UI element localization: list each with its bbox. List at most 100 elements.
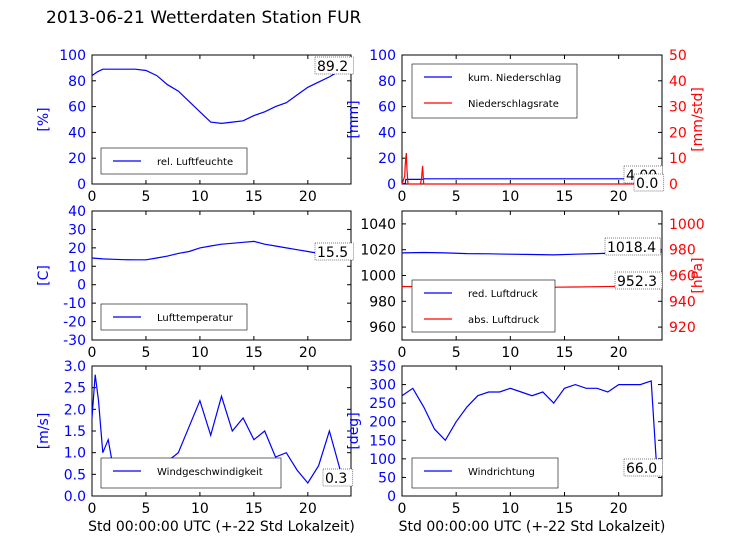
plot-frame <box>401 365 663 497</box>
y-tick-label: 960 <box>369 320 396 336</box>
legend-label: Niederschlagsrate <box>468 99 559 110</box>
x-tick-label: 5 <box>141 501 150 517</box>
y-tick-label: 40 <box>68 125 86 141</box>
x-tick-label: 10 <box>501 345 519 361</box>
y-tick-label: 40 <box>378 125 396 141</box>
x-tick-label: 15 <box>556 501 574 517</box>
x-tick-label: 10 <box>501 501 519 517</box>
series-line <box>91 68 352 125</box>
y-tick-label-right: 10 <box>669 151 687 167</box>
x-tick-label: 10 <box>501 189 519 205</box>
y-tick-label: 1000 <box>360 269 396 285</box>
x-tick-label: 5 <box>452 501 461 517</box>
y-tick-label: 250 <box>369 396 396 412</box>
y-tick-label: 100 <box>59 48 86 64</box>
chart-title: 2013-06-21 Wetterdaten Station FUR <box>46 8 362 28</box>
y-tick-label-right: 50 <box>669 48 687 64</box>
y-tick-label: 40 <box>68 204 86 220</box>
x-tick-label: 15 <box>245 345 263 361</box>
y-tick-label: 20 <box>68 241 86 257</box>
series-line <box>91 240 351 261</box>
value-label: 952.3 <box>617 274 657 290</box>
y-tick-label: 80 <box>378 74 396 90</box>
value-label: 15.5 <box>317 245 348 261</box>
legend-label: kum. Niederschlag <box>468 73 561 84</box>
y-tick-label: 100 <box>369 48 396 64</box>
y-tick-label: 350 <box>369 359 396 375</box>
x-tick-label: 20 <box>299 345 317 361</box>
x-tick-label: 0 <box>88 501 97 517</box>
y-tick-label-right: 40 <box>669 74 687 90</box>
value-label-box <box>314 242 354 261</box>
plot-frame <box>91 210 352 341</box>
y-tick-label: 100 <box>369 452 396 468</box>
y-tick-label-right: 1000 <box>669 217 705 233</box>
legend-box <box>411 279 556 333</box>
x-tick-label: 0 <box>398 189 407 205</box>
value-label: 0.0 <box>636 176 658 192</box>
legend-label: Windrichtung <box>468 467 535 478</box>
x-tick-label: 5 <box>452 345 461 361</box>
value-label-box <box>314 56 354 75</box>
x-tick-label: 10 <box>191 345 209 361</box>
y-axis-label: [m/s] <box>36 413 52 450</box>
legend-label: abs. Luftdruck <box>468 315 539 326</box>
y-tick-label: 0 <box>77 278 86 294</box>
series-line <box>91 374 352 485</box>
x-tick-label: 5 <box>452 189 461 205</box>
y-tick-label: 3.0 <box>64 359 86 375</box>
y-tick-label-right: 20 <box>669 125 687 141</box>
y-tick-label: 0 <box>77 177 86 193</box>
y-tick-label: 200 <box>369 415 396 431</box>
y-tick-label: 980 <box>369 294 396 310</box>
value-label-box <box>633 173 665 192</box>
value-label-box <box>604 237 661 256</box>
y-tick-label-right: 0 <box>669 177 678 193</box>
y-tick-label: 20 <box>68 151 86 167</box>
y-tick-label: 1.0 <box>64 446 86 462</box>
x-tick-label: 15 <box>245 189 263 205</box>
series-line <box>401 380 663 472</box>
y-tick-label: 30 <box>68 222 86 238</box>
x-tick-label: 15 <box>556 345 574 361</box>
legend-label: Lufttemperatur <box>157 313 234 324</box>
y-tick-label: -10 <box>63 296 86 312</box>
x-tick-label: 20 <box>610 501 628 517</box>
legend-box <box>411 63 578 119</box>
y-tick-label-right: 920 <box>669 320 696 336</box>
x-tick-label: 0 <box>88 345 97 361</box>
y-tick-label: 300 <box>369 378 396 394</box>
value-label-box <box>614 271 663 290</box>
x-tick-label: 10 <box>191 501 209 517</box>
y-tick-label: -20 <box>63 315 86 331</box>
y-tick-label: 0 <box>387 177 396 193</box>
legend-label: red. Luftdruck <box>468 289 538 300</box>
y-axis-label: [deg] <box>346 412 362 449</box>
y-tick-label-right: 940 <box>669 294 696 310</box>
y-tick-label: 2.0 <box>64 402 86 418</box>
y-axis-label: [mm] <box>346 100 362 138</box>
value-label-box <box>322 468 354 487</box>
x-tick-label: 20 <box>610 189 628 205</box>
y-tick-label: 2.5 <box>64 381 86 397</box>
plot-frame <box>91 54 352 185</box>
legend-box <box>100 457 282 489</box>
x-tick-label: 20 <box>299 501 317 517</box>
x-tick-label: 20 <box>299 189 317 205</box>
y-tick-label: 20 <box>378 151 396 167</box>
series-line <box>401 152 662 185</box>
y-tick-label: 1020 <box>360 243 396 259</box>
y-tick-label: 50 <box>378 470 396 486</box>
x-tick-label: 5 <box>141 189 150 205</box>
y-axis-label-right: [hPa] <box>690 257 706 293</box>
series-line <box>401 178 662 185</box>
x-axis-label: Std 00:00:00 UTC (+-22 Std Lokalzeit) <box>399 519 666 535</box>
y-tick-label-right: 980 <box>669 243 696 259</box>
legend-label: rel. Luftfeuchte <box>157 157 233 168</box>
y-tick-label-right: 30 <box>669 100 687 116</box>
y-axis-label: [C] <box>36 265 52 286</box>
y-tick-label: 60 <box>68 100 86 116</box>
x-tick-label: 20 <box>610 345 628 361</box>
value-label: 66.0 <box>626 461 657 477</box>
